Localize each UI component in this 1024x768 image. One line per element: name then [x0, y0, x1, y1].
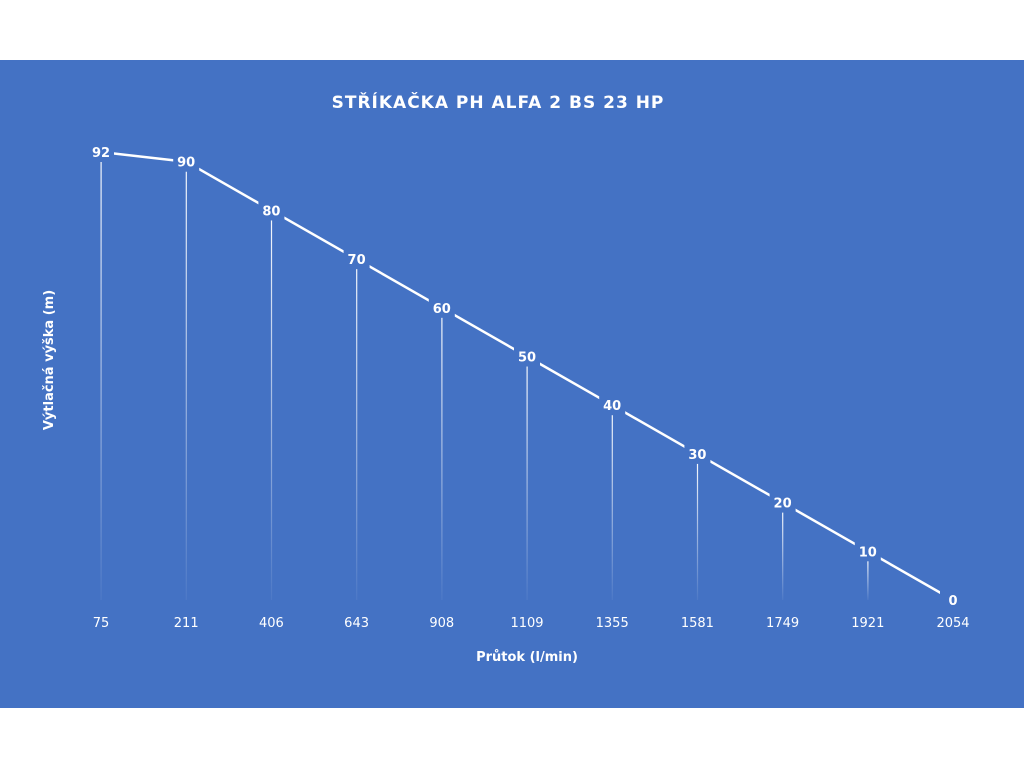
drop-line	[441, 317, 443, 600]
x-tick-label: 2054	[936, 616, 969, 631]
drop-lines	[100, 162, 869, 600]
x-tick-label: 211	[174, 616, 199, 631]
data-label: 30	[688, 448, 706, 463]
data-label: 90	[177, 156, 195, 171]
data-label-background	[343, 250, 370, 269]
chart-panel: STŘÍKAČKA PH ALFA 2 BS 23 HP Výtlačná vý…	[0, 60, 1024, 708]
chart-title: STŘÍKAČKA PH ALFA 2 BS 23 HP	[332, 91, 665, 113]
data-label: 50	[518, 351, 536, 366]
data-label: 92	[92, 146, 110, 161]
data-label-background	[88, 143, 114, 161]
x-tick-label: 908	[429, 616, 454, 631]
x-tick-label: 75	[93, 616, 110, 631]
data-labels: 92 90 80 70 60 50 40 30 20 10 0	[88, 143, 966, 609]
x-tick-label: 406	[259, 616, 284, 631]
data-label-background	[599, 396, 626, 415]
x-tick-label: 1749	[766, 616, 799, 631]
data-label-background	[854, 542, 881, 561]
data-label: 0	[948, 594, 957, 609]
drop-line	[782, 512, 784, 600]
data-label: 40	[603, 399, 621, 414]
data-label-background	[428, 298, 455, 317]
data-label-background	[173, 152, 200, 171]
data-label: 20	[774, 497, 792, 512]
y-axis-title: Výtlačná výška (m)	[42, 290, 57, 430]
data-label-background	[514, 347, 540, 366]
data-label-background	[684, 444, 711, 463]
drop-line	[356, 269, 358, 600]
x-tick-label: 1355	[596, 616, 629, 631]
drop-line	[696, 463, 699, 600]
drop-line	[100, 162, 102, 600]
data-label: 60	[433, 302, 451, 317]
data-label: 80	[262, 204, 280, 219]
drop-line	[185, 171, 187, 600]
x-tick-label: 643	[344, 616, 369, 631]
x-tick-label: 1581	[681, 616, 714, 631]
x-tick-label: 1921	[851, 616, 884, 631]
line-chart: STŘÍKAČKA PH ALFA 2 BS 23 HP Výtlačná vý…	[42, 91, 970, 665]
data-label-background	[769, 493, 796, 512]
data-label: 10	[859, 545, 877, 560]
drop-line	[270, 220, 273, 600]
data-label: 70	[348, 253, 366, 268]
drop-line	[526, 366, 528, 600]
x-tick-label: 1109	[510, 616, 543, 631]
drop-line	[611, 415, 613, 600]
data-label-background	[258, 201, 285, 220]
x-axis-title: Průtok (l/min)	[476, 650, 578, 665]
data-label-background	[940, 591, 966, 609]
drop-line	[867, 561, 869, 600]
x-axis-tick-labels: 75 211 406 643 908 1109 1355 1581 1749 1921 2054	[93, 616, 970, 631]
